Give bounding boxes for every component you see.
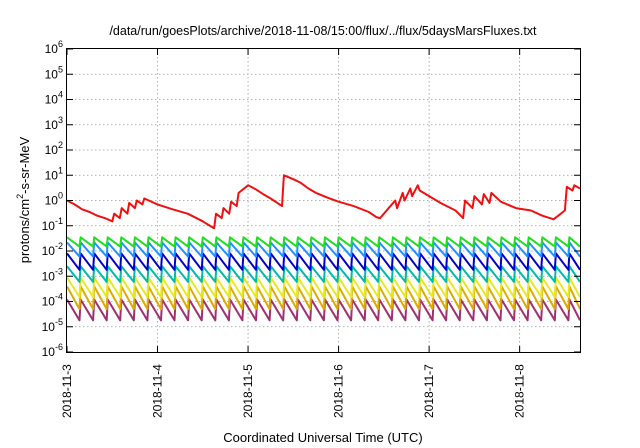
series-line [66,276,581,299]
series-line [66,265,581,283]
y-tick-label: 100 [45,191,63,208]
x-tick-label: 2018-11-8 [513,364,527,418]
x-tick-label: 2018-11-3 [60,364,74,418]
series-line [66,252,581,271]
y-tick-label: 101 [45,165,63,182]
y-tick-label: 104 [45,90,63,107]
y-tick-label: 106 [45,39,63,56]
series-line [66,241,581,258]
y-tick-label: 10-6 [42,342,63,359]
y-tick-label: 10-4 [42,292,63,309]
y-tick-label: 10-2 [42,241,63,258]
series-lines [66,174,581,322]
y-tick-label: 103 [45,115,63,132]
series-line [66,174,581,230]
x-tick-label: 2018-11-7 [422,364,436,418]
y-tick-label: 10-1 [42,216,63,233]
y-tick-label: 10-5 [42,317,63,334]
y-axis-ticks: 10-6 10-5 10-4 10-3 10-2 10-1 100 101 102 103 104 1… [42,39,580,359]
x-axis-ticks: 2018-11-3 2018-11-4 2018-11-5 2018-11-6 2018… [60,49,527,418]
y-axis-label: protons/cm2-s-sr-MeV [15,136,32,263]
chart-title: /data/run/goesPlots/archive/2018-11-08/1… [109,24,537,38]
y-tick-label: 105 [45,64,63,81]
plot-frame [66,48,581,353]
y-tick-label: 102 [45,140,63,157]
x-tick-label: 2018-11-4 [151,364,165,418]
x-tick-label: 2018-11-6 [332,364,346,418]
series-line [66,236,581,248]
x-axis-label: Coordinated Universal Time (UTC) [223,430,422,445]
y-tick-label: 10-3 [42,266,63,283]
x-tick-label: 2018-11-5 [241,364,255,418]
